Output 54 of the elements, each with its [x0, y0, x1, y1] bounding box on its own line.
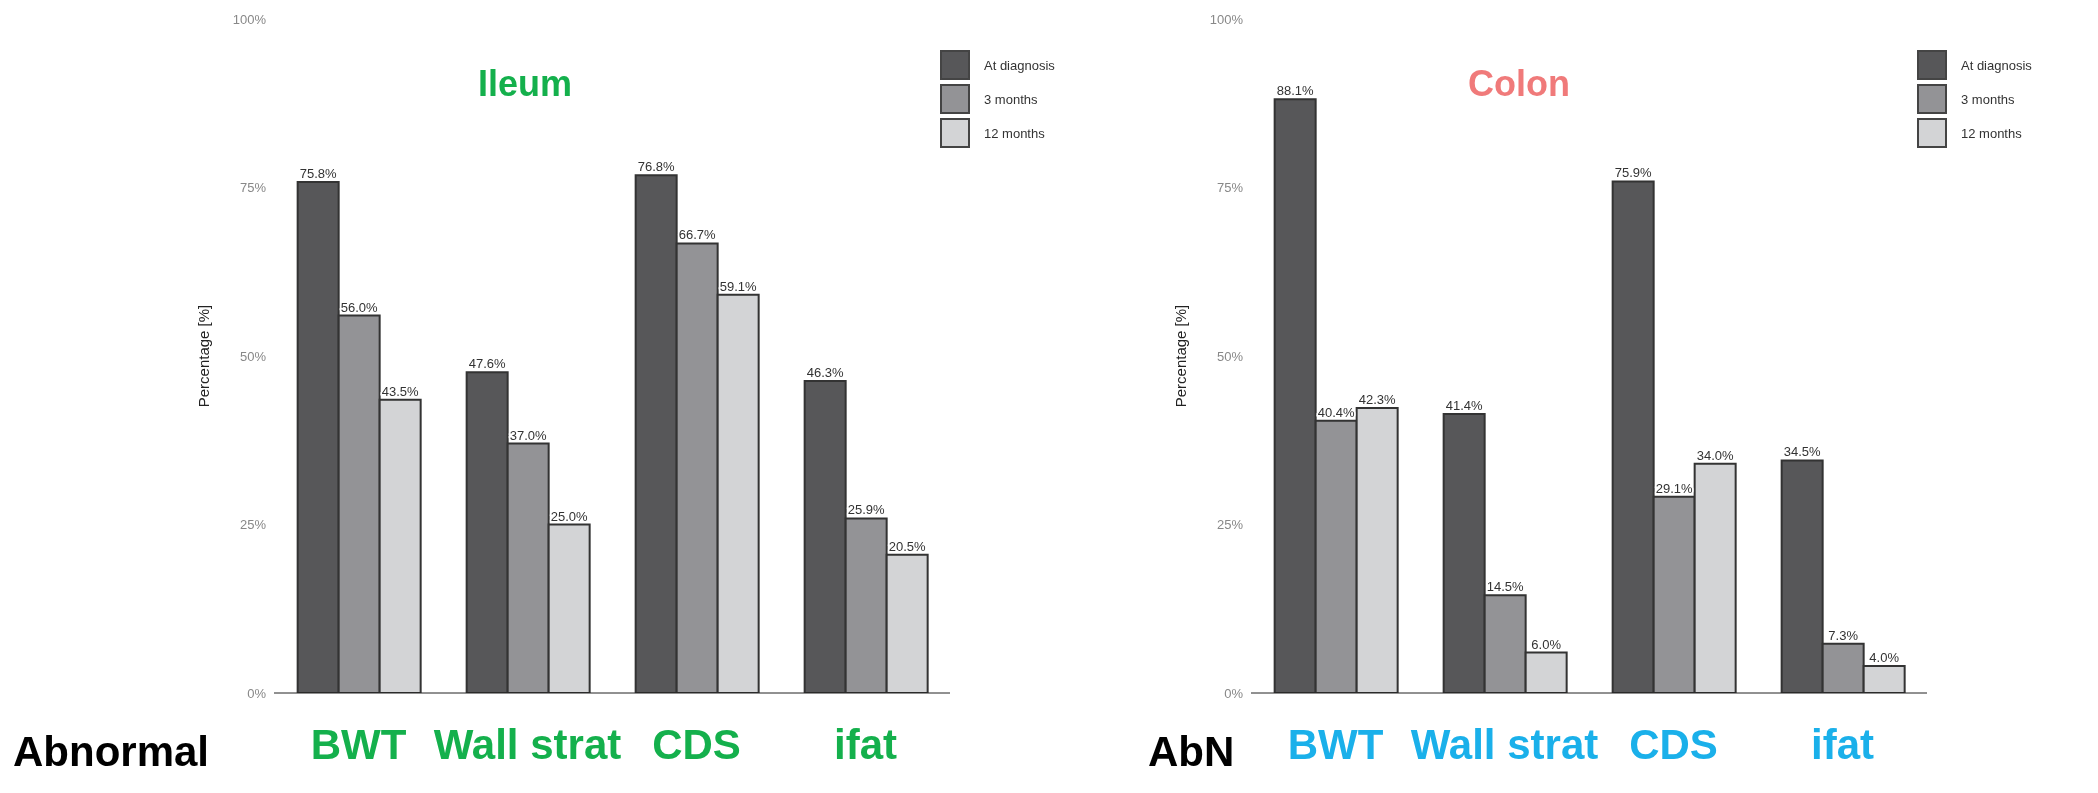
x-tick-label: BWT [1287, 721, 1384, 768]
y-axis-title: Percentage [%] [1172, 304, 1190, 408]
y-tick-label: 75% [1216, 180, 1244, 196]
y-tick-label: 25% [1216, 517, 1244, 533]
legend-label: At diagnosis [1961, 57, 2032, 73]
data-label: 6.0% [1531, 636, 1562, 652]
legend-label: 3 months [984, 91, 1038, 107]
y-tick-label: 0% [247, 685, 267, 701]
text: Colon [1468, 63, 1570, 105]
x-tick-label: ifat [834, 721, 898, 768]
x-tick-label: BWT [310, 721, 407, 768]
x-tick-label: Wall strat [433, 721, 622, 768]
data-label: 14.5% [1486, 579, 1525, 595]
x-tick-label: CDS [1629, 721, 1718, 768]
data-label: 43.5% [381, 383, 420, 399]
y-tick-label: 0% [1224, 685, 1244, 701]
data-label: 37.0% [509, 427, 548, 443]
data-label: 66.7% [678, 227, 717, 243]
x-tick-label: Wall strat [1410, 721, 1599, 768]
y-tick-label: 50% [1216, 348, 1244, 364]
data-label: 75.9% [1614, 165, 1653, 181]
legend-label: 3 months [1961, 91, 2015, 107]
data-label: 41.4% [1445, 397, 1484, 413]
data-label: 25.9% [847, 502, 886, 518]
y-axis-title: Percentage [%] [195, 304, 213, 408]
data-label: 76.8% [637, 159, 676, 175]
data-label: 34.5% [1783, 444, 1822, 460]
y-tick-label: 25% [239, 517, 267, 533]
text: Ileum [478, 63, 573, 105]
x-axis-title: Abnormal [13, 728, 210, 776]
y-tick-label: 75% [239, 180, 267, 196]
data-label: 4.0% [1869, 650, 1900, 666]
x-tick-label: ifat [1811, 721, 1875, 768]
x-tick-label: CDS [652, 721, 741, 768]
data-label: 29.1% [1655, 480, 1694, 496]
data-label: 20.5% [888, 538, 927, 554]
data-label: 56.0% [340, 299, 379, 315]
data-label: 25.0% [550, 508, 589, 524]
legend-label: At diagnosis [984, 57, 1055, 73]
data-label: 59.1% [719, 278, 758, 294]
y-tick-label: 100% [1209, 11, 1244, 27]
data-label: 75.8% [299, 166, 338, 182]
data-label: 46.3% [806, 364, 845, 380]
legend-label: 12 months [984, 125, 1045, 141]
data-label: 40.4% [1317, 404, 1356, 420]
data-label: 7.3% [1828, 627, 1859, 643]
legend-label: 12 months [1961, 125, 2022, 141]
x-axis-title: AbN [1148, 728, 1235, 776]
y-tick-label: 100% [232, 11, 267, 27]
y-tick-label: 50% [239, 348, 267, 364]
data-label: 42.3% [1358, 391, 1397, 407]
data-label: 47.6% [468, 356, 507, 372]
data-label: 88.1% [1276, 83, 1315, 99]
data-label: 34.0% [1696, 447, 1735, 463]
